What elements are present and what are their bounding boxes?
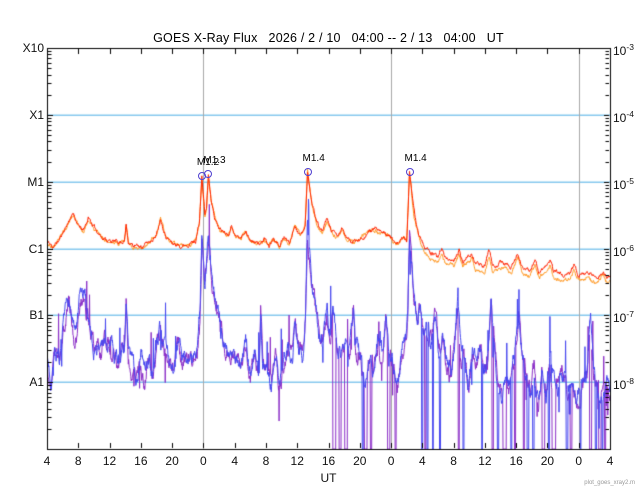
x-tick-label: 4 (231, 454, 238, 468)
y-class-label-c1: C1 (28, 241, 44, 256)
flare-peak-marker (303, 167, 312, 176)
x-tick-label: 20 (353, 454, 367, 468)
flare-class-label: M1.4 (302, 152, 325, 164)
y-class-label-x10: X10 (22, 41, 44, 55)
x-tick-label: 0 (387, 454, 395, 468)
x-axis-label: UT (320, 471, 337, 485)
flare-class-label: M1.2 (196, 157, 220, 169)
x-tick-label: 4 (606, 454, 614, 468)
y-flux-label-1e-8: 10-8 (613, 376, 634, 393)
y-class-label-b1: B1 (29, 308, 44, 323)
x-tick-label: 4 (43, 454, 51, 468)
x-tick-label: 0 (575, 454, 583, 468)
x-tick-label: 8 (450, 454, 457, 468)
x-tick-label: 12 (102, 454, 117, 468)
x-tick-label: 12 (290, 454, 304, 468)
x-tick-label: 4 (418, 454, 426, 468)
x-tick-label: 20 (165, 454, 179, 468)
y-class-label-x1: X1 (29, 107, 44, 122)
y-flux-label-1e-7: 10-7 (613, 309, 634, 326)
x-tick-label: 16 (134, 454, 148, 468)
flare-class-label: M1.3 (203, 155, 226, 167)
x-tick-label: 12 (478, 454, 492, 468)
x-tick-label: 8 (74, 454, 82, 468)
flare-peak-marker (405, 167, 414, 176)
x-tick-label: 16 (321, 454, 336, 468)
y-flux-label-1e-4: 10-4 (613, 108, 634, 125)
y-flux-label-1e-3: 10-3 (613, 42, 634, 58)
chart-title: GOES X-Ray Flux 2026 / 2 / 10 04:00 -- 2… (153, 31, 504, 45)
flare-peak-marker (204, 170, 213, 179)
y-flux-label-1e-6: 10-6 (613, 242, 634, 259)
script-watermark: plot_goes_xray2.m (584, 480, 635, 486)
y-class-label-m1: M1 (27, 174, 44, 189)
x-tick-label: 20 (540, 454, 555, 468)
y-class-label-a1: A1 (29, 375, 44, 390)
x-tick-label: 16 (509, 454, 523, 468)
flare-class-label: M1.4 (404, 152, 427, 164)
y-flux-label-1e-5: 10-5 (613, 175, 634, 192)
x-tick-label: 8 (262, 454, 270, 468)
x-tick-label: 0 (200, 454, 207, 468)
